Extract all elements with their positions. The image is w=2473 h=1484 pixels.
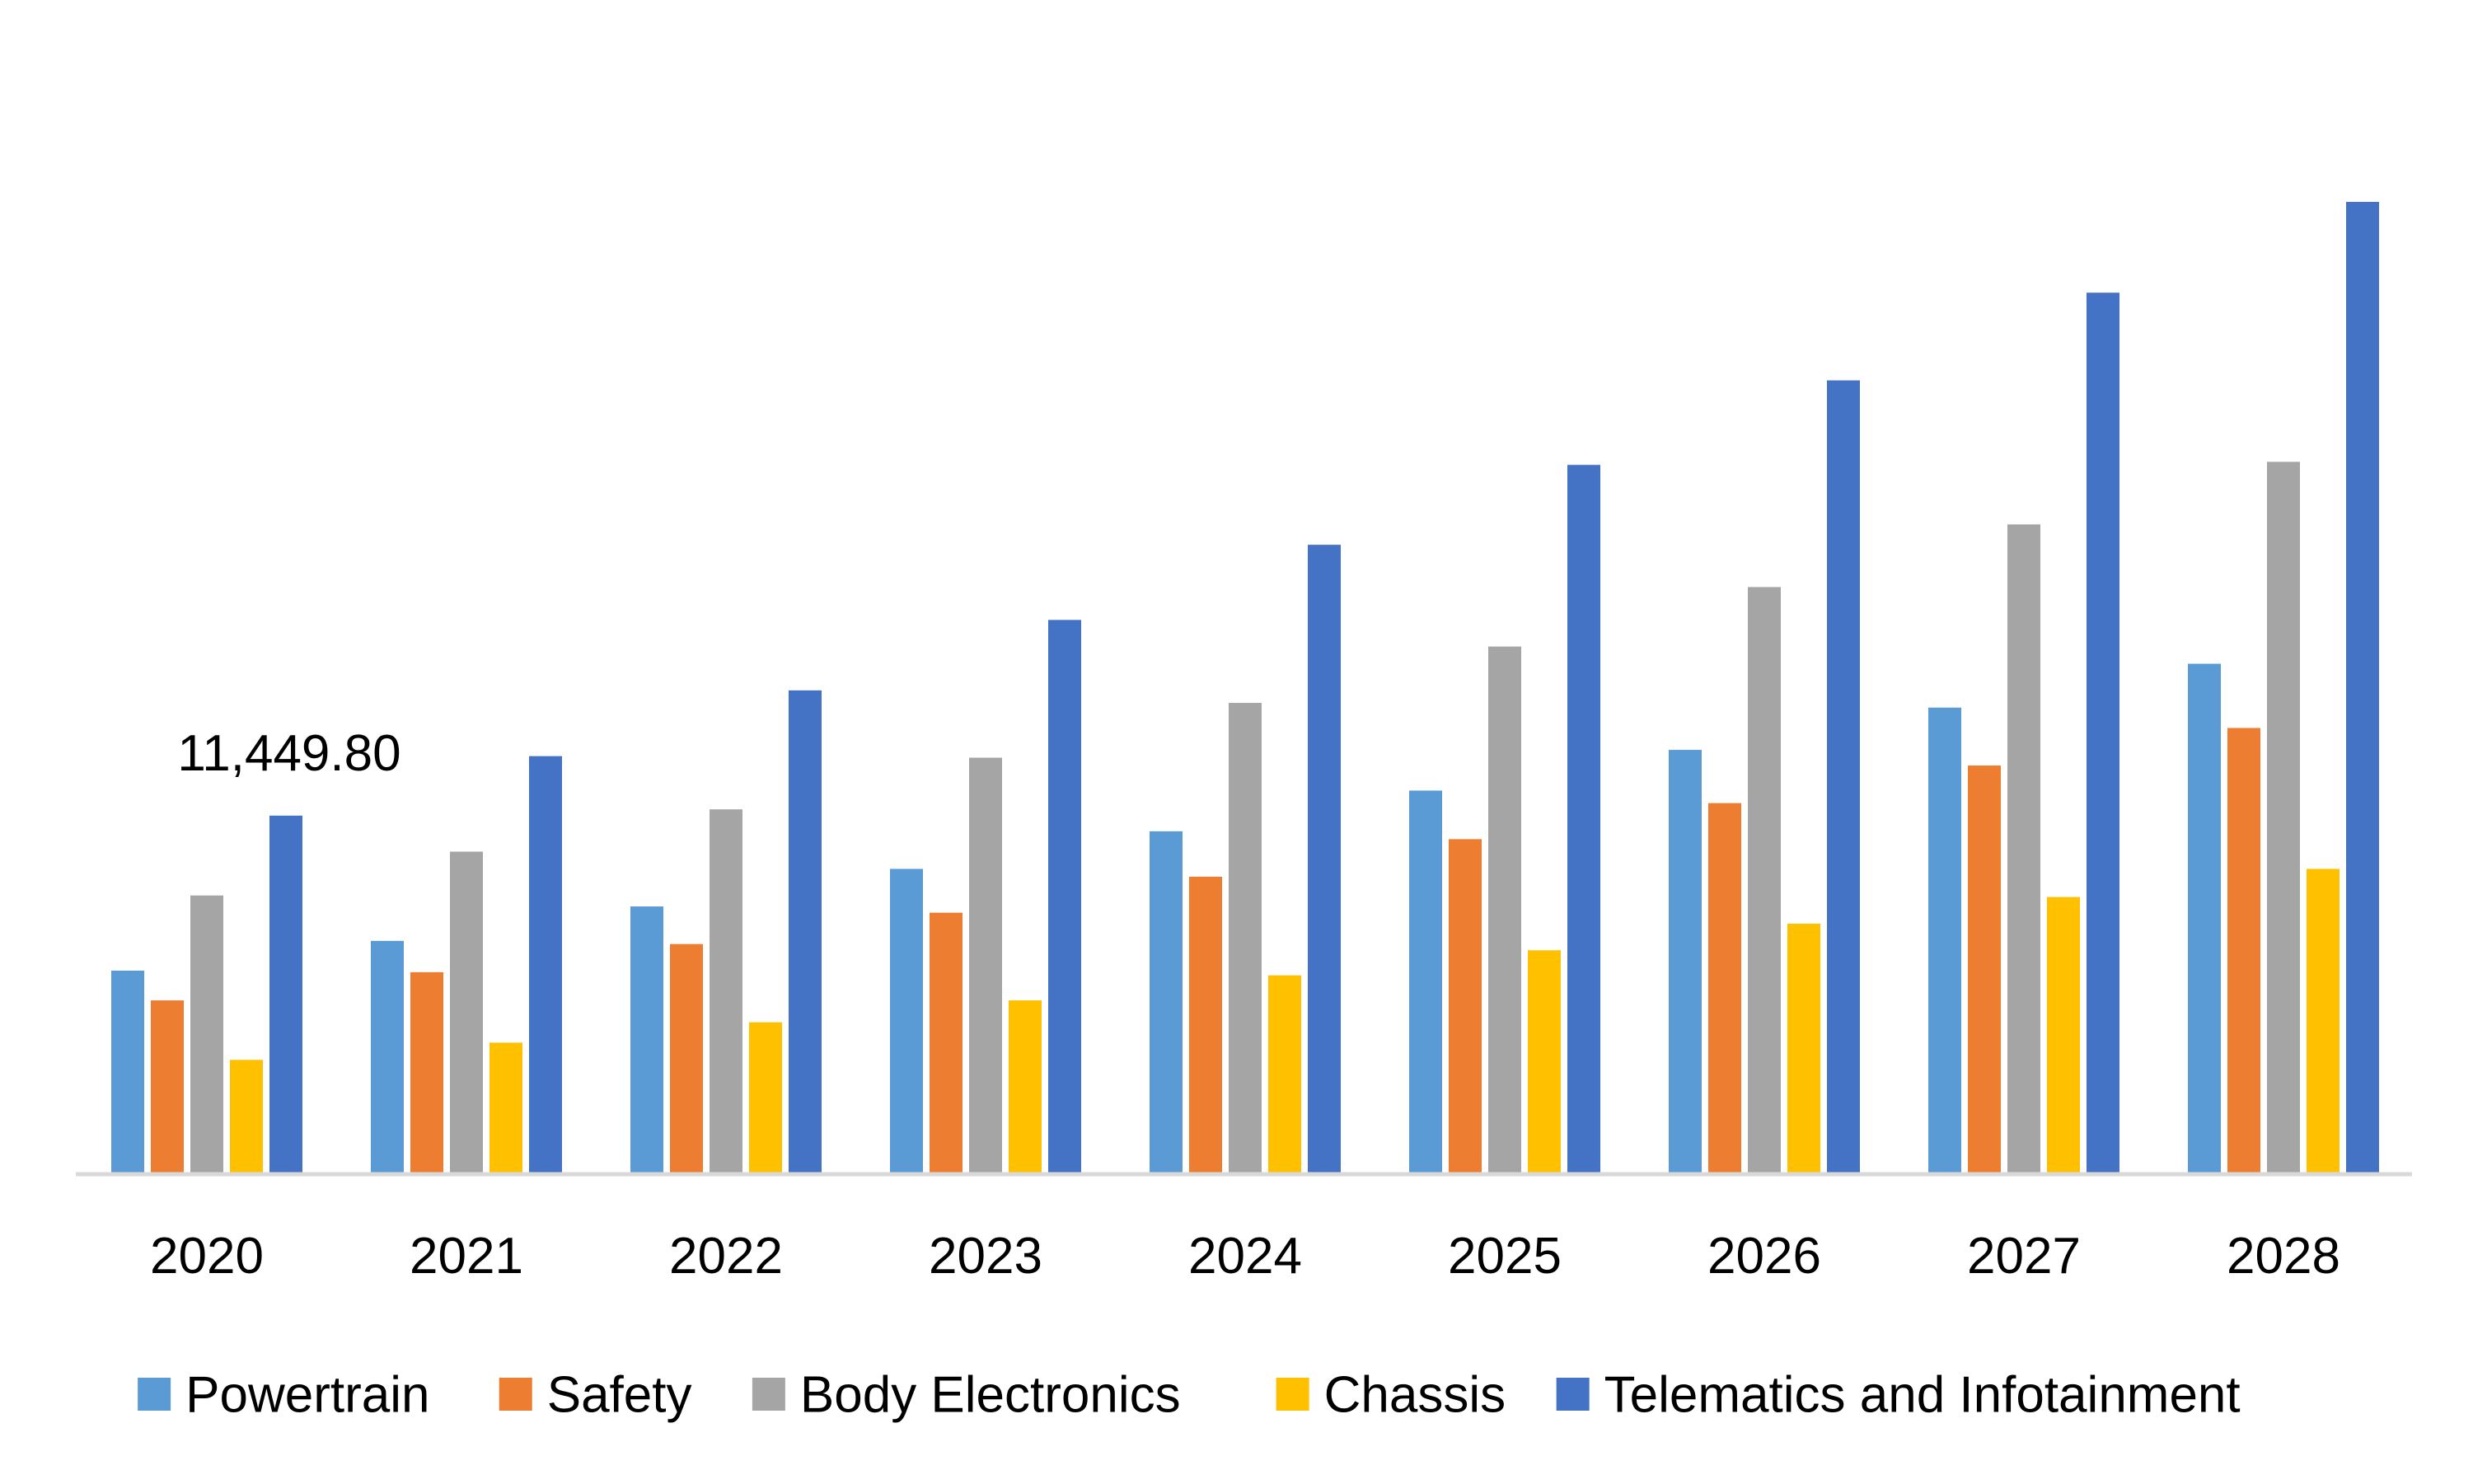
bar-chassis-2020 xyxy=(230,1060,263,1174)
bar-telematics-and-infotainment-2026 xyxy=(1827,380,1860,1174)
bar-powertrain-2026 xyxy=(1669,750,1702,1174)
data-label-telematics-and-infotainment-2020: 11,449.80 xyxy=(177,725,400,782)
bar-safety-2020 xyxy=(151,1000,184,1174)
x-tick-label-2026: 2026 xyxy=(1707,1228,1821,1285)
x-tick-label-2022: 2022 xyxy=(669,1228,783,1285)
bar-safety-2025 xyxy=(1449,839,1482,1174)
bar-powertrain-2022 xyxy=(630,906,663,1174)
bar-body-electronics-2022 xyxy=(710,809,742,1174)
x-tick-label-2027: 2027 xyxy=(1967,1228,2081,1285)
legend-item-telematics-and-infotainment: Telematics and Infotainment xyxy=(1556,1367,2241,1424)
bar-telematics-and-infotainment-2023 xyxy=(1048,620,1081,1174)
legend-swatch-safety xyxy=(499,1378,532,1411)
bar-telematics-and-infotainment-2021 xyxy=(529,756,562,1174)
legend-label-body-electronics: Body Electronics xyxy=(800,1367,1181,1424)
x-tick-label-2020: 2020 xyxy=(150,1228,264,1285)
bar-safety-2023 xyxy=(930,912,963,1174)
legend-swatch-telematics-and-infotainment xyxy=(1556,1378,1590,1411)
x-axis-tick-labels: 2020 2021 2022 2023 2024 2025 2026 2027 2028 xyxy=(150,1228,2340,1285)
bar-telematics-and-infotainment-2028 xyxy=(2346,202,2379,1174)
legend-swatch-powertrain xyxy=(138,1378,171,1411)
legend-item-body-electronics: Body Electronics xyxy=(752,1367,1181,1424)
bar-chassis-2025 xyxy=(1528,950,1561,1174)
bar-chassis-2024 xyxy=(1268,975,1301,1174)
bar-safety-2024 xyxy=(1189,876,1222,1174)
bar-powertrain-2024 xyxy=(1150,831,1183,1174)
bar-safety-2028 xyxy=(2227,728,2260,1174)
legend-label-powertrain: Powertrain xyxy=(185,1367,429,1424)
bar-chassis-2028 xyxy=(2307,868,2340,1174)
bar-body-electronics-2026 xyxy=(1748,587,1781,1174)
bar-chassis-2022 xyxy=(749,1022,782,1174)
legend-label-chassis: Chassis xyxy=(1324,1367,1506,1424)
x-tick-label-2024: 2024 xyxy=(1188,1228,1302,1285)
bar-powertrain-2020 xyxy=(111,970,144,1174)
legend-label-telematics-and-infotainment: Telematics and Infotainment xyxy=(1604,1367,2241,1424)
bar-chassis-2021 xyxy=(489,1042,522,1174)
bar-body-electronics-2027 xyxy=(2007,524,2040,1174)
bar-body-electronics-2021 xyxy=(450,851,483,1174)
bar-body-electronics-2024 xyxy=(1229,703,1262,1174)
x-tick-label-2023: 2023 xyxy=(929,1228,1042,1285)
bar-powertrain-2027 xyxy=(1928,707,1961,1174)
bar-chassis-2026 xyxy=(1787,923,1820,1174)
bar-chassis-2027 xyxy=(2047,896,2080,1174)
bar-body-electronics-2020 xyxy=(190,895,223,1174)
legend-swatch-body-electronics xyxy=(752,1378,785,1411)
legend-item-chassis: Chassis xyxy=(1276,1367,1506,1424)
legend-label-safety: Safety xyxy=(547,1367,692,1424)
bar-powertrain-2021 xyxy=(371,940,404,1174)
bar-safety-2022 xyxy=(670,943,703,1174)
bar-body-electronics-2028 xyxy=(2267,461,2300,1174)
x-tick-label-2021: 2021 xyxy=(410,1228,523,1285)
legend-item-safety: Safety xyxy=(499,1367,692,1424)
data-labels: 11,449.80 xyxy=(177,725,400,782)
bar-body-electronics-2025 xyxy=(1488,646,1521,1174)
x-tick-label-2025: 2025 xyxy=(1448,1228,1562,1285)
bar-telematics-and-infotainment-2024 xyxy=(1308,545,1341,1174)
bar-chassis-2023 xyxy=(1009,1000,1042,1174)
bar-safety-2027 xyxy=(1968,765,2001,1174)
bar-body-electronics-2023 xyxy=(969,757,1002,1174)
bar-safety-2021 xyxy=(410,971,443,1174)
bar-powertrain-2023 xyxy=(890,868,923,1174)
bar-telematics-and-infotainment-2020 xyxy=(269,815,302,1174)
bar-telematics-and-infotainment-2022 xyxy=(789,690,822,1174)
bar-powertrain-2025 xyxy=(1409,790,1442,1174)
bar-powertrain-2028 xyxy=(2188,663,2221,1174)
bar-telematics-and-infotainment-2027 xyxy=(2087,293,2119,1174)
legend-swatch-chassis xyxy=(1276,1378,1309,1411)
x-tick-label-2028: 2028 xyxy=(2227,1228,2340,1285)
bar-telematics-and-infotainment-2025 xyxy=(1567,465,1600,1174)
legend: Powertrain Safety Body Electronics Chassis T… xyxy=(138,1367,2241,1424)
bars xyxy=(111,202,2379,1174)
legend-item-powertrain: Powertrain xyxy=(138,1367,429,1424)
bar-safety-2026 xyxy=(1708,803,1741,1174)
